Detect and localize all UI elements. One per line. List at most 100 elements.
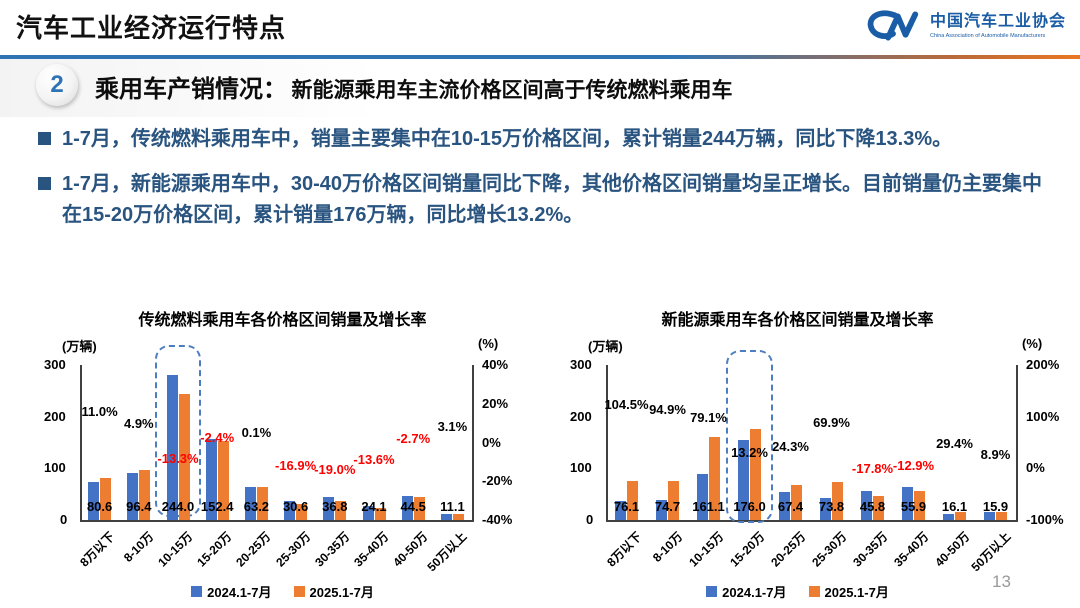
- bar-2025: [452, 514, 464, 520]
- bar-2025: [100, 478, 112, 520]
- bar-2024: [738, 439, 749, 520]
- bar-2024: [166, 374, 178, 520]
- growth-label: -2.4%: [200, 430, 235, 446]
- growth-label: -16.9%: [274, 458, 317, 474]
- value-label: 244.0: [161, 499, 195, 514]
- growth-label: 3.1%: [437, 419, 468, 435]
- right-axis-unit-label: (%): [478, 336, 499, 351]
- value-label: 80.6: [86, 499, 113, 514]
- growth-label: 24.3%: [772, 438, 809, 454]
- category-label: 20-25万: [767, 529, 808, 570]
- bar-2024: [861, 491, 872, 520]
- growth-label: 11.0%: [81, 404, 118, 420]
- chart-title: 传统燃料乘用车各价格区间销量及增长率: [138, 312, 427, 329]
- caam-cm-icon: [867, 10, 919, 41]
- bar-2025: [256, 487, 268, 520]
- header-divider: [0, 55, 1080, 59]
- y-axis-left-tick: 0: [586, 512, 594, 527]
- legend-item: 2025.1-7月: [808, 582, 889, 601]
- legend-swatch-icon: [706, 586, 718, 597]
- bar-2024: [615, 500, 626, 520]
- growth-label: -17.8%: [851, 460, 894, 476]
- bar-2024: [656, 500, 667, 520]
- y-axis-right-tick: 200%: [1026, 357, 1060, 372]
- highlight-box: [155, 345, 201, 517]
- legend-label: 2025.1-7月: [824, 585, 889, 600]
- value-label: 176.0: [733, 499, 766, 514]
- y-axis-right-line: [472, 365, 474, 520]
- growth-label: 79.1%: [690, 410, 727, 426]
- category-label: 10-15万: [155, 529, 196, 570]
- bar-2025: [139, 470, 151, 520]
- category-label: 25-30万: [808, 529, 849, 570]
- y-axis-right-tick: -100%: [1026, 512, 1064, 527]
- y-axis-left-tick: 300: [570, 357, 592, 372]
- y-axis-left-line: [606, 365, 608, 520]
- value-label: 96.4: [126, 499, 152, 514]
- section-number-badge: 2: [36, 64, 78, 106]
- bar-2025: [750, 429, 761, 520]
- section-band: 2 乘用车产销情况： 新能源乘用车主流价格区间高于传统燃料乘用车: [0, 59, 1080, 117]
- value-label: 15.9: [982, 499, 1009, 514]
- value-label: 74.7: [654, 499, 681, 514]
- y-axis-left-tick: 100: [44, 460, 66, 476]
- left-axis-unit-label: (万辆): [62, 339, 97, 354]
- value-label: 36.8: [322, 499, 348, 514]
- chart-legend: 2024.1-7月 2025.1-7月: [25, 582, 540, 601]
- growth-label: 29.4%: [936, 436, 973, 452]
- category-label: 8万以下: [603, 529, 644, 570]
- bar-2025: [709, 436, 720, 520]
- category-label: 25-30万: [272, 529, 313, 570]
- bar-2025: [627, 480, 638, 520]
- bar-2024: [88, 482, 100, 520]
- bullet-item: 1-7月，传统燃料乘用车中，销量主要集中在10-15万价格区间，累计销量244万…: [38, 124, 1058, 155]
- legend-swatch-icon: [293, 586, 305, 597]
- caam-logo: 中国汽车工业协会 China Association of Automobile…: [864, 6, 1066, 46]
- category-label: 8万以下: [76, 529, 117, 570]
- category-label: 20-25万: [233, 529, 274, 570]
- legend-label: 2024.1-7月: [722, 585, 787, 600]
- category-label: 15-20万: [194, 529, 235, 570]
- caam-logo-text: 中国汽车工业协会 China Association of Automobile…: [930, 13, 1066, 39]
- bar-2025: [873, 496, 884, 520]
- growth-label: 4.9%: [123, 416, 154, 431]
- y-axis-left-line: [80, 365, 82, 520]
- bar-2025: [832, 481, 843, 520]
- growth-label: -19.0%: [314, 462, 356, 478]
- y-axis-left-tick: 200: [570, 408, 592, 424]
- legend-item: 2024.1-7月: [706, 582, 787, 601]
- value-label: 24.1: [361, 499, 387, 514]
- y-axis-right-tick: 0%: [1026, 460, 1045, 476]
- section-subtitle: 新能源乘用车主流价格区间高于传统燃料乘用车: [291, 79, 733, 102]
- bullet-text: 1-7月，传统燃料乘用车中，销量主要集中在10-15万价格区间，累计销量244万…: [62, 128, 953, 150]
- bar-2025: [413, 497, 425, 520]
- bar-2024: [205, 439, 217, 520]
- bar-2024: [820, 497, 831, 520]
- y-axis-left-tick: 200: [44, 408, 66, 424]
- value-label: 63.2: [243, 499, 270, 514]
- page-title: 汽车工业经济运行特点: [16, 13, 287, 43]
- y-axis-right-tick: -40%: [482, 512, 513, 527]
- bullet-text: 1-7月，新能源乘用车中，30-40万价格区间销量同比下降，其他价格区间销量均呈…: [62, 173, 1043, 226]
- growth-label: -12.9%: [892, 457, 935, 473]
- bar-2024: [284, 500, 296, 520]
- x-axis-line: [606, 520, 1018, 522]
- right-axis-unit-label: (%): [1022, 336, 1043, 351]
- bar-2025: [178, 393, 190, 520]
- value-label: 45.8: [859, 499, 886, 514]
- value-label: 44.5: [400, 499, 426, 514]
- bar-2025: [996, 511, 1007, 520]
- bar-2025: [217, 441, 229, 520]
- growth-label: 13.2%: [731, 444, 768, 460]
- value-label: 76.1: [613, 499, 640, 514]
- bar-2024: [902, 486, 913, 520]
- value-label: 55.9: [900, 499, 927, 514]
- bar-2024: [362, 505, 374, 520]
- category-label: 15-20万: [726, 529, 767, 570]
- y-axis-right-tick: 0%: [482, 434, 501, 450]
- category-label: 50万以上: [968, 529, 1013, 575]
- value-label: 73.8: [818, 499, 845, 514]
- legend-label: 2025.1-7月: [309, 585, 374, 600]
- bar-2025: [668, 481, 679, 520]
